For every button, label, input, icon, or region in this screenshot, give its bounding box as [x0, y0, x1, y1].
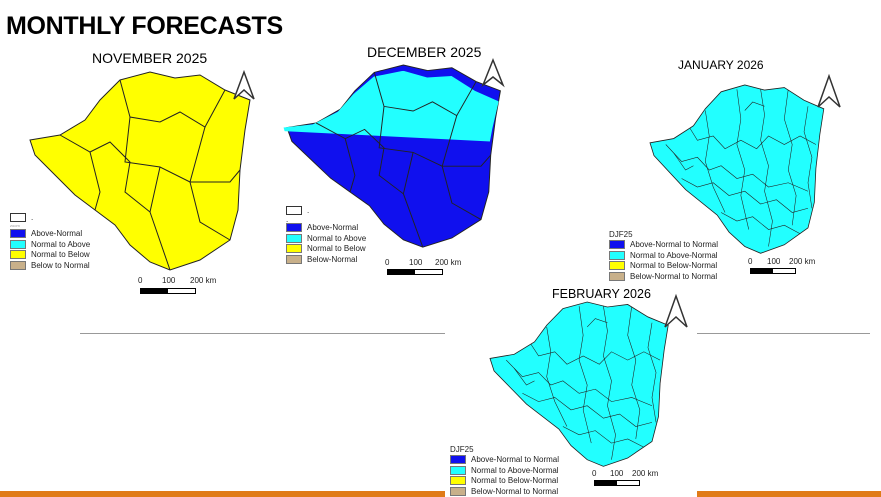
legend-item: Normal to Above — [31, 239, 91, 249]
scale-label: 100 — [610, 469, 624, 478]
legend-item: Normal to Above — [307, 233, 367, 243]
legend-item: Above-Normal to Normal — [471, 455, 560, 465]
legend-header: DJF25 — [609, 229, 633, 239]
scale-label: 0 — [138, 276, 143, 285]
scale-label: 0 — [748, 257, 753, 266]
map-february — [489, 301, 669, 467]
legend-item: Normal to Below — [307, 244, 366, 254]
scale-label: 200 km — [190, 276, 217, 285]
north-arrow-icon — [664, 293, 688, 328]
north-arrow-icon — [233, 69, 255, 100]
map-december — [283, 64, 501, 248]
map-title-february: FEBRUARY 2026 — [552, 287, 651, 301]
legend-item: Below-Normal to Normal — [630, 271, 718, 281]
legend-item: Normal to Below-Normal — [630, 261, 718, 271]
north-arrow-icon — [817, 73, 841, 108]
legend-header: DJF25 — [450, 444, 474, 454]
legend-november: . zoom Above-Normal Normal to Above Norm… — [10, 212, 90, 271]
legend-header: . — [31, 212, 34, 222]
legend-item: Above-Normal — [31, 229, 83, 239]
divider-line — [80, 333, 445, 334]
legend-item: Normal to Above-Normal — [471, 465, 559, 475]
legend-january: DJF25 Above-Normal to Normal Normal to A… — [609, 229, 718, 282]
accent-bar — [697, 491, 881, 497]
north-arrow-icon — [481, 57, 505, 88]
scale-label: 100 — [162, 276, 176, 285]
scale-label: 200 km — [789, 257, 816, 266]
legend-sub: zoom — [10, 223, 20, 228]
scale-label: 100 — [409, 258, 423, 267]
scale-label: 0 — [385, 258, 390, 267]
scale-label: 0 — [592, 469, 597, 478]
divider-line — [697, 333, 870, 334]
slide-title: MONTHLY FORECASTS — [6, 12, 283, 40]
map-title-december: DECEMBER 2025 — [367, 44, 482, 60]
legend-item: Below to Normal — [31, 260, 90, 270]
legend-december: . . Above-Normal Normal to Above Normal … — [286, 205, 366, 265]
legend-item: Above-Normal — [307, 223, 359, 233]
legend-item: Above-Normal to Normal — [630, 240, 719, 250]
legend-header: . — [307, 205, 310, 215]
map-january — [649, 84, 825, 254]
legend-sub: . — [286, 214, 289, 224]
scale-label: 100 — [767, 257, 781, 266]
map-title-november: NOVEMBER 2025 — [92, 50, 208, 66]
legend-item: Below-Normal — [307, 254, 358, 264]
legend-item: Normal to Below — [31, 250, 90, 260]
scale-label: 200 km — [632, 469, 659, 478]
legend-item: Below-Normal to Normal — [471, 486, 559, 496]
accent-bar — [0, 491, 445, 497]
map-title-january: JANUARY 2026 — [678, 58, 764, 72]
legend-item: Normal to Above-Normal — [630, 250, 718, 260]
legend-february: DJF25 Above-Normal to Normal Normal to A… — [450, 444, 559, 497]
scale-label: 200 km — [435, 258, 462, 267]
legend-item: Normal to Below-Normal — [471, 476, 559, 486]
